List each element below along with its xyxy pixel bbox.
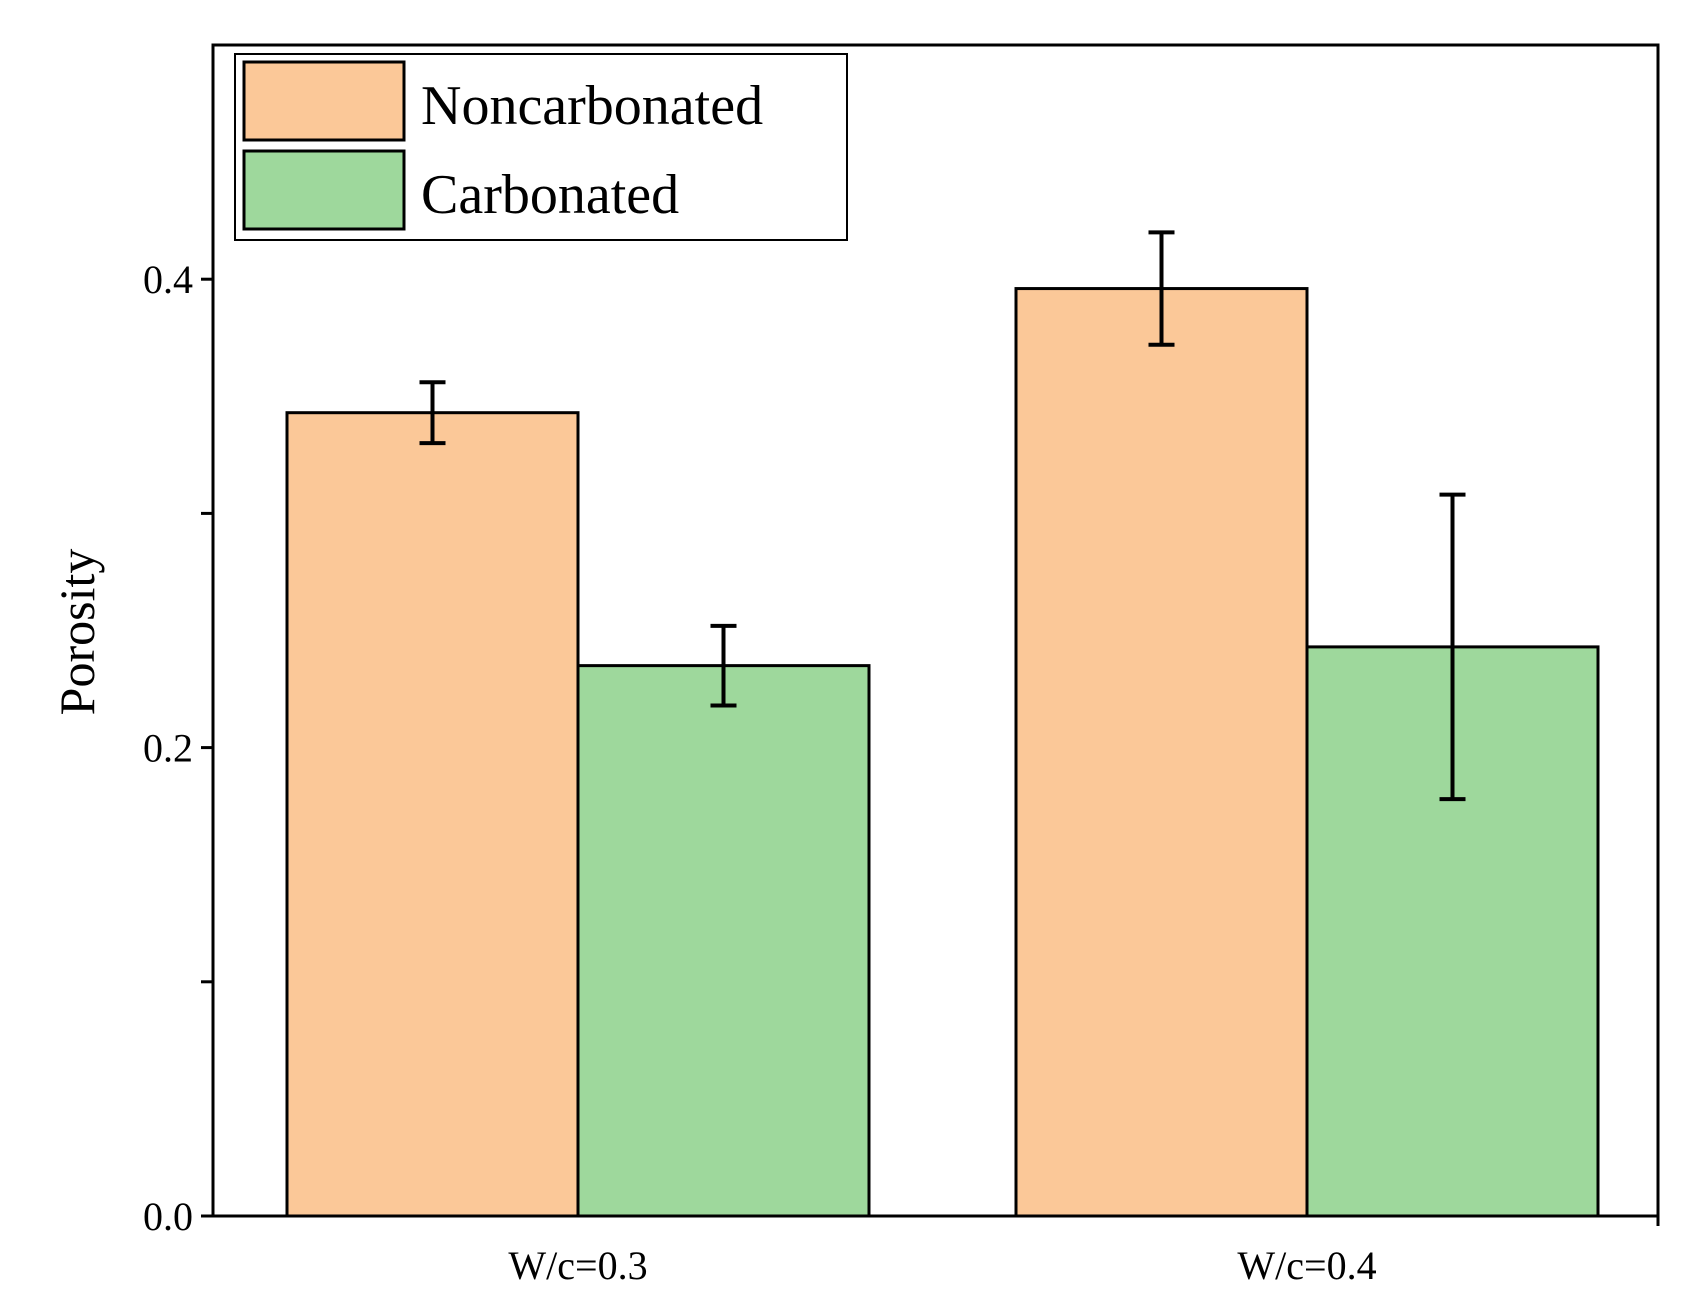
error-bar-carbonated-w-c-0-4 — [1439, 492, 1466, 802]
bar-noncarbonated-w-c-0-4 — [1014, 287, 1309, 1218]
y-tick-label: 0.0 — [143, 1194, 193, 1239]
y-axis-tick-labels: 0.0 0.2 0.4 — [143, 257, 193, 1239]
bar-carbonated-w-c-0-3 — [576, 664, 871, 1218]
x-tick-label: W/c=0.4 — [1237, 1243, 1376, 1288]
bar-noncarbonated-w-c-0-3 — [285, 411, 580, 1218]
legend-label-noncarbonated: Noncarbonated — [421, 75, 763, 137]
y-tick-label: 0.4 — [143, 257, 193, 302]
error-bar-noncarbonated-w-c-0-3 — [419, 380, 446, 446]
error-bars-layer — [419, 230, 1466, 802]
x-axis-tick-labels: W/c=0.3 W/c=0.4 — [508, 1243, 1376, 1288]
error-bar-carbonated-w-c-0-3 — [710, 623, 737, 708]
legend-swatch-noncarbonated — [242, 60, 406, 142]
legend-label-carbonated: Carbonated — [421, 164, 679, 226]
error-bar-noncarbonated-w-c-0-4 — [1148, 230, 1175, 347]
legend-swatch-carbonated — [242, 149, 406, 231]
legend: Noncarbonated Carbonated — [234, 53, 848, 241]
y-axis-title: Porosity — [49, 549, 105, 716]
y-tick-label: 0.2 — [143, 726, 193, 771]
x-tick-label: W/c=0.3 — [508, 1243, 647, 1288]
plot-frame — [211, 43, 1660, 1218]
bars-layer — [285, 287, 1600, 1218]
y-axis-ticks — [201, 277, 1660, 1226]
